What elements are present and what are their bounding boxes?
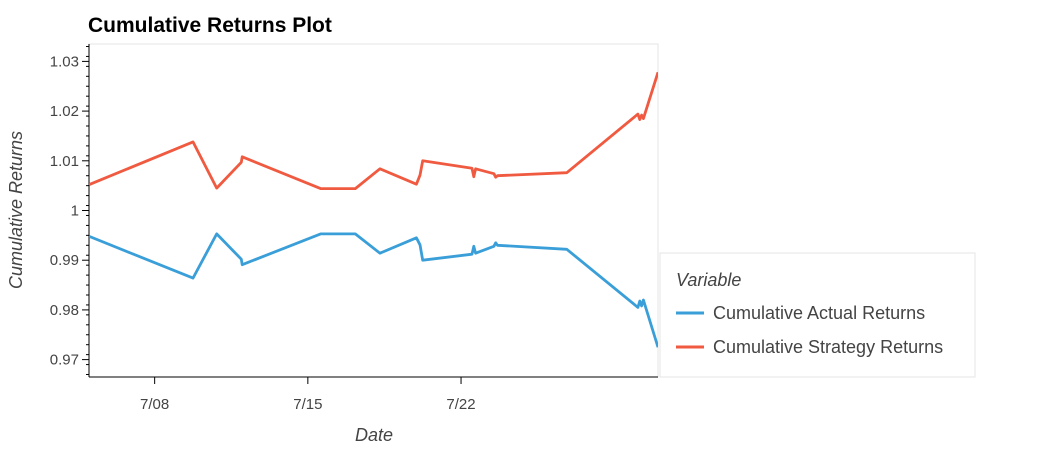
legend-label-strategy: Cumulative Strategy Returns (713, 337, 943, 357)
y-tick-label: 1 (71, 203, 79, 220)
series-layer (89, 71, 658, 348)
x-tick-label: 7/15 (293, 396, 322, 413)
y-tick-label: 0.99 (50, 252, 79, 269)
series-line-0 (89, 232, 658, 348)
y-tick-label: 0.97 (50, 352, 79, 369)
series-line-1 (89, 71, 658, 190)
plot-area (88, 43, 659, 378)
y-tick-label: 1.03 (50, 53, 79, 70)
x-tick-label: 7/22 (446, 396, 475, 413)
x-axis: 7/08 7/15 7/22 (89, 376, 658, 413)
y-tick-label: 1.01 (50, 153, 79, 170)
x-axis-label: Date (355, 425, 393, 445)
legend-label-actual: Cumulative Actual Returns (713, 303, 925, 323)
y-axis-label: Cumulative Returns (6, 131, 26, 289)
legend-box (659, 252, 976, 378)
y-tick-label: 0.98 (50, 302, 79, 319)
legend: Variable Cumulative Actual Returns Cumul… (659, 252, 976, 378)
y-axis: 0.97 0.98 0.99 1 1.01 1.02 1.03 (50, 44, 90, 377)
x-tick-label: 7/08 (140, 396, 169, 413)
chart-title: Cumulative Returns Plot (88, 14, 332, 37)
y-tick-label: 1.02 (50, 103, 79, 120)
legend-title: Variable (676, 270, 741, 290)
